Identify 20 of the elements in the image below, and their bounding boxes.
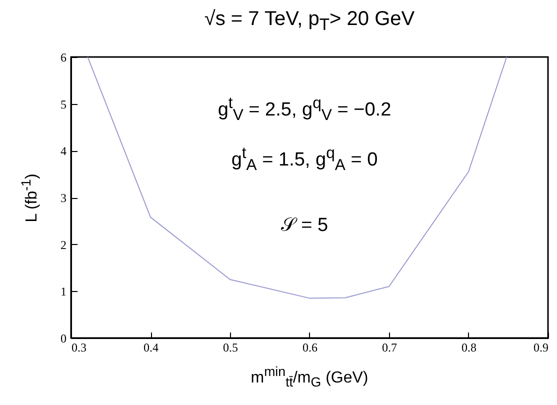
x-tick-label: 0.6 bbox=[302, 340, 318, 354]
y-tick-label: 4 bbox=[60, 144, 66, 158]
x-tick-label: 0.7 bbox=[382, 340, 397, 354]
x-tick-label: 0.9 bbox=[534, 340, 548, 354]
x-tick-label: 0.4 bbox=[144, 340, 158, 354]
line-series bbox=[87, 56, 508, 299]
x-tick-label: 0.8 bbox=[462, 340, 476, 354]
y-tick-label: 1 bbox=[60, 284, 66, 299]
annotation: g$^{t}$$_{V}$ = 2.5, g$^{q}$$_{V}$ = −0.2 bbox=[218, 95, 392, 126]
chart-title: √s = 7 TeV, p$_{T}$> 20 GeV bbox=[204, 8, 415, 35]
y-tick-label: 0 bbox=[60, 332, 66, 346]
x-tick-label: 0.3 bbox=[72, 340, 86, 354]
annotation: g$^{t}$$_{A}$ = 1.5, g$^{q}$$_{A}$ = 0 bbox=[231, 145, 378, 176]
y-tick-label: 3 bbox=[60, 191, 66, 205]
annotation: 𝒮 = 5 bbox=[280, 215, 328, 237]
y-tick-label: 2 bbox=[60, 238, 66, 252]
y-tick-label: 6 bbox=[60, 50, 66, 64]
y-tick-label: 5 bbox=[60, 97, 66, 112]
x-axis-title: m$^{min}$$_{tt̄}$/m$_{G}$ (GeV) bbox=[250, 364, 368, 390]
x-tick-label: 0.5 bbox=[223, 340, 238, 354]
